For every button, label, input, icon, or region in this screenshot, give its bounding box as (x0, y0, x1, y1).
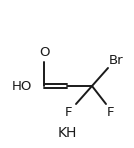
Text: O: O (39, 46, 49, 59)
Text: KH: KH (57, 126, 77, 140)
Text: F: F (64, 106, 72, 119)
Text: HO: HO (12, 79, 32, 92)
Text: F: F (106, 106, 114, 119)
Text: Br: Br (109, 53, 123, 66)
